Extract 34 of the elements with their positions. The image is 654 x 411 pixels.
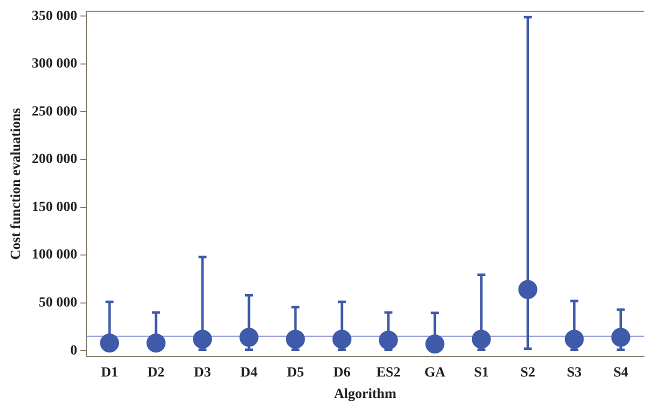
x-tick-label: S1	[474, 365, 489, 380]
point	[192, 330, 212, 349]
point	[378, 330, 398, 350]
y-tick-label: 50 000	[38, 295, 78, 310]
x-tick-label: D3	[194, 365, 212, 380]
y-tick-label: 0	[70, 343, 78, 358]
point	[146, 334, 166, 353]
x-tick-label: GA	[424, 365, 446, 380]
x-tick-label: D1	[100, 365, 118, 380]
y-tick-label: 300 000	[32, 56, 78, 72]
x-tick-label: S3	[566, 365, 582, 380]
y-tick-label: 150 000	[32, 200, 78, 215]
point	[100, 334, 120, 353]
x-tick-label: D4	[240, 365, 258, 380]
y-tick-label: 100 000	[32, 248, 78, 263]
x-tick-label: D2	[147, 365, 165, 380]
x-tick-label: D5	[286, 365, 304, 380]
point	[611, 328, 630, 347]
x-axis-title: Algorithm	[334, 387, 397, 402]
y-tick-label: 250 000	[32, 104, 78, 120]
point	[518, 280, 538, 300]
point	[472, 330, 491, 349]
point	[564, 330, 584, 349]
point	[425, 334, 444, 354]
y-tick-label: 350 000	[32, 8, 78, 24]
y-tick-label: 200 000	[32, 152, 78, 168]
y-axis-title: Cost function evaluations	[9, 108, 24, 260]
x-tick-label: D6	[333, 365, 350, 380]
point	[239, 328, 258, 347]
x-tick-label: S4	[613, 365, 628, 380]
point	[332, 330, 352, 349]
x-tick-label: S2	[520, 365, 536, 380]
point	[286, 330, 305, 349]
x-tick-label: ES2	[376, 365, 400, 380]
